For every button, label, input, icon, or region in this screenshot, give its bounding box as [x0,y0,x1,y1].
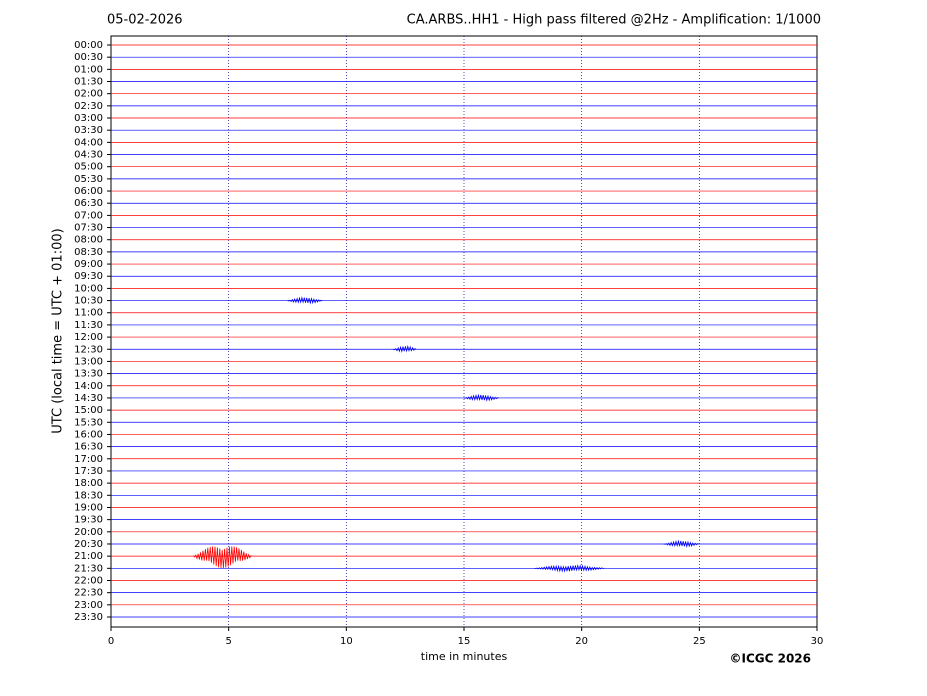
y-tick-label: 03:30 [74,125,103,136]
y-tick-label: 11:30 [74,320,103,331]
y-tick-label: 08:30 [74,247,103,258]
x-tick-label: 10 [340,636,353,647]
y-tick-label: 19:30 [74,515,103,526]
y-tick-label: 00:00 [74,40,103,51]
seismic-event [287,296,323,305]
seismic-event [193,546,253,569]
y-tick-label: 04:00 [74,137,103,148]
y-tick-label: 19:00 [74,502,103,513]
y-tick-label: 13:00 [74,356,103,367]
x-tick-label: 25 [693,636,706,647]
y-tick-label: 16:00 [74,429,103,440]
credit: ©ICGC 2026 [729,652,811,666]
y-tick-label: 07:30 [74,223,103,234]
y-tick-label: 15:00 [74,405,103,416]
x-axis-label: time in minutes [421,650,508,663]
y-tick-label: 08:00 [74,235,103,246]
seismic-event [662,539,699,548]
y-tick-label: 23:00 [74,600,103,611]
y-tick-label: 02:30 [74,101,103,112]
y-tick-label: 06:30 [74,198,103,209]
y-tick-label: 22:30 [74,588,103,599]
y-tick-label: 12:30 [74,344,103,355]
y-tick-label: 01:00 [74,64,103,75]
x-tick-label: 30 [811,636,824,647]
y-tick-label: 11:00 [74,308,103,319]
y-tick-label: 14:30 [74,393,103,404]
y-tick-label: 16:30 [74,442,103,453]
x-tick-label: 20 [575,636,588,647]
y-tick-label: 09:00 [74,259,103,270]
y-axis-label: UTC (local time = UTC + 01:00) [51,228,66,433]
y-tick-label: 06:00 [74,186,103,197]
y-tick-label: 12:00 [74,332,103,343]
y-tick-label: 22:00 [74,575,103,586]
y-tick-label: 14:00 [74,381,103,392]
y-tick-label: 20:30 [74,539,103,550]
y-tick-label: 21:00 [74,551,103,562]
y-tick-label: 10:00 [74,283,103,294]
y-tick-label: 20:00 [74,527,103,538]
y-tick-label: 21:30 [74,563,103,574]
y-tick-label: 09:30 [74,271,103,282]
y-tick-label: 10:30 [74,296,103,307]
x-tick-label: 15 [458,636,471,647]
y-tick-label: 05:30 [74,174,103,185]
seismic-event [393,344,417,353]
y-tick-label: 07:00 [74,210,103,221]
y-tick-label: 00:30 [74,52,103,63]
y-tick-label: 01:30 [74,77,103,88]
seismic-event [534,563,605,573]
y-tick-label: 05:00 [74,162,103,173]
seismic-event [463,393,499,402]
y-tick-label: 15:30 [74,417,103,428]
y-tick-label: 17:00 [74,454,103,465]
y-tick-label: 23:30 [74,612,103,623]
x-tick-label: 0 [108,636,114,647]
y-tick-label: 18:00 [74,478,103,489]
y-tick-label: 13:30 [74,369,103,380]
y-tick-label: 04:30 [74,150,103,161]
date: 05-02-2026 [107,13,183,28]
y-tick-label: 18:30 [74,490,103,501]
y-tick-label: 02:00 [74,89,103,100]
x-tick-label: 5 [225,636,231,647]
chart-title: CA.ARBS..HH1 - High pass filtered @2Hz -… [407,13,821,28]
y-tick-label: 17:30 [74,466,103,477]
y-tick-label: 03:00 [74,113,103,124]
